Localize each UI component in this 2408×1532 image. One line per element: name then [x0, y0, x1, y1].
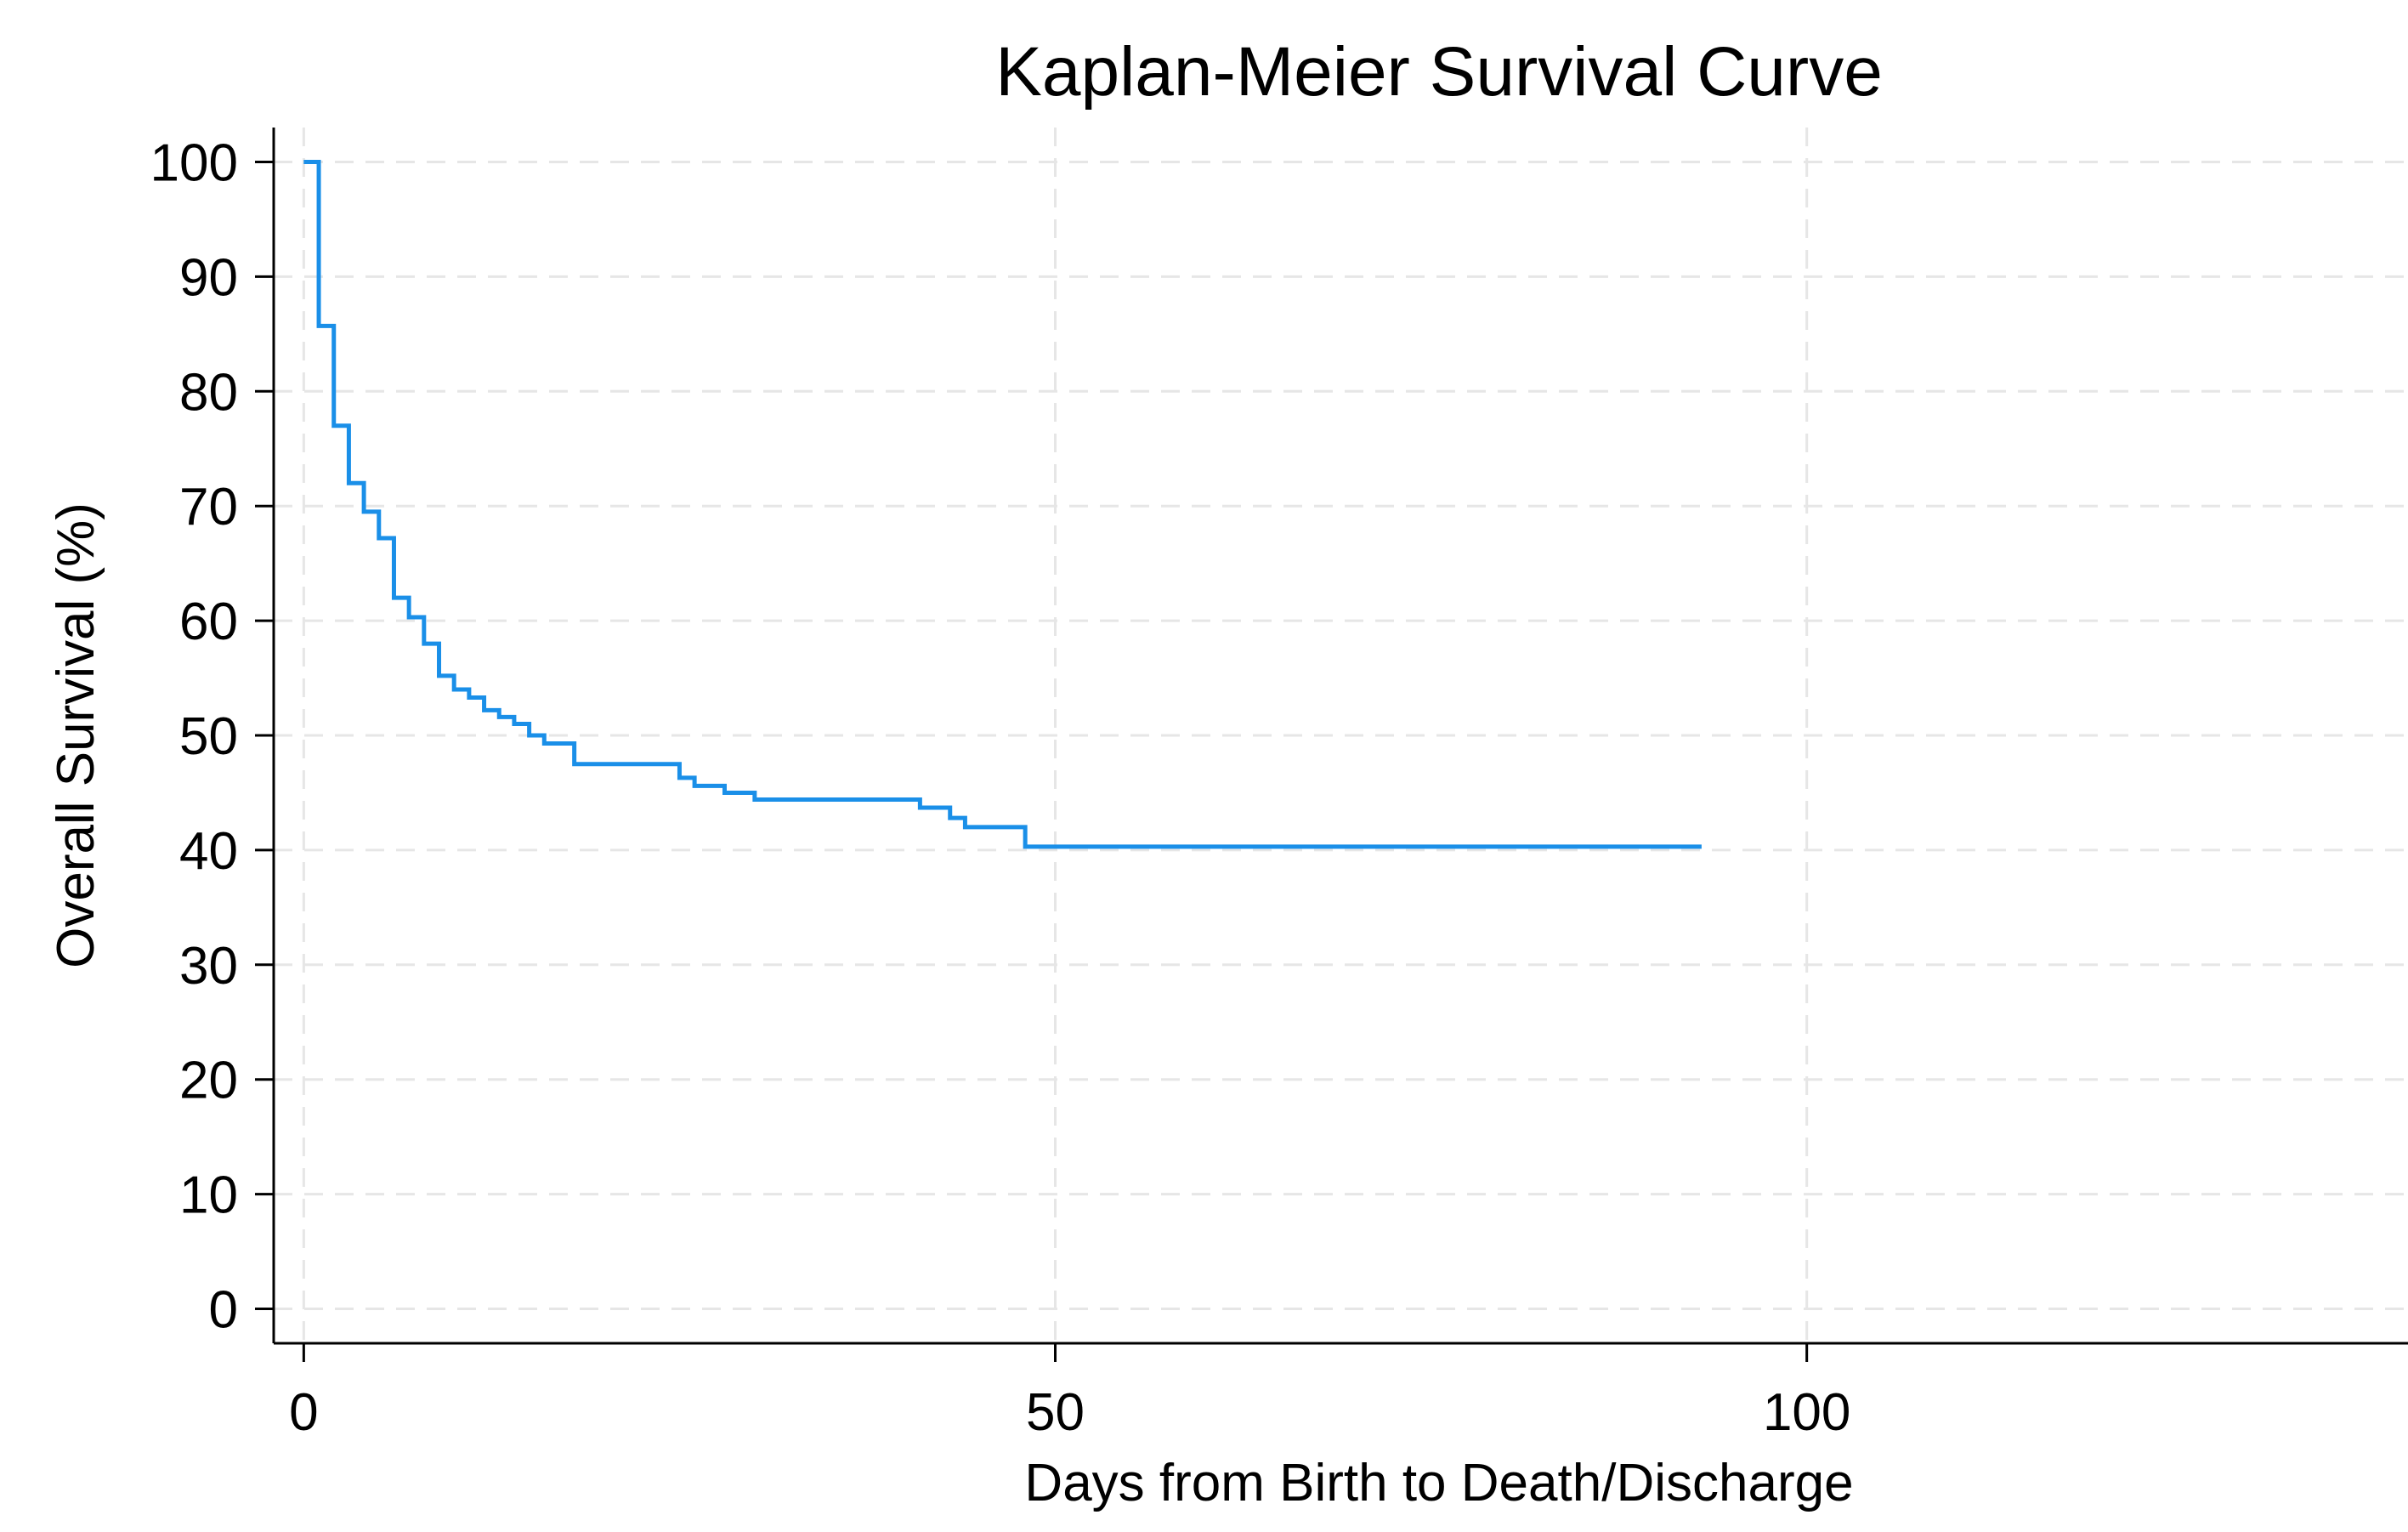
series-layer: [303, 159, 1702, 849]
y-tick-label: 40: [179, 822, 238, 881]
grid-lines: [274, 128, 2408, 1343]
chart-title: Kaplan-Meier Survival Curve: [995, 33, 1883, 111]
y-tick-label: 10: [179, 1166, 238, 1225]
x-tick-label: 0: [289, 1383, 318, 1442]
y-axis-label: Overall Survival (%): [47, 502, 105, 968]
y-tick-label: 50: [179, 707, 238, 766]
ticks: 0 10 20 30 40 50 60 70 80 90 100 0 50 100: [150, 133, 1851, 1442]
y-tick-label: 60: [179, 593, 238, 651]
y-tick-label: 20: [179, 1052, 238, 1110]
x-axis-label: Days from Birth to Death/Discharge: [1024, 1454, 1853, 1512]
x-tick-label: 100: [1763, 1383, 1850, 1442]
x-tick-label: 50: [1026, 1383, 1085, 1442]
y-tick-label: 100: [150, 133, 238, 192]
y-tick-label: 70: [179, 478, 238, 536]
survival-step-line: [303, 159, 1702, 849]
y-tick-label: 90: [179, 248, 238, 307]
y-tick-label: 30: [179, 937, 238, 996]
y-tick-label: 80: [179, 363, 238, 422]
y-tick-label: 0: [209, 1281, 238, 1340]
